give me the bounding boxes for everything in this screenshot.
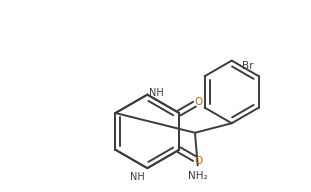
Text: O: O — [195, 156, 203, 166]
Text: NH₂: NH₂ — [188, 171, 207, 181]
Text: O: O — [195, 97, 203, 107]
Text: Br: Br — [243, 61, 254, 71]
Text: NH: NH — [130, 172, 145, 182]
Text: NH: NH — [149, 88, 164, 98]
